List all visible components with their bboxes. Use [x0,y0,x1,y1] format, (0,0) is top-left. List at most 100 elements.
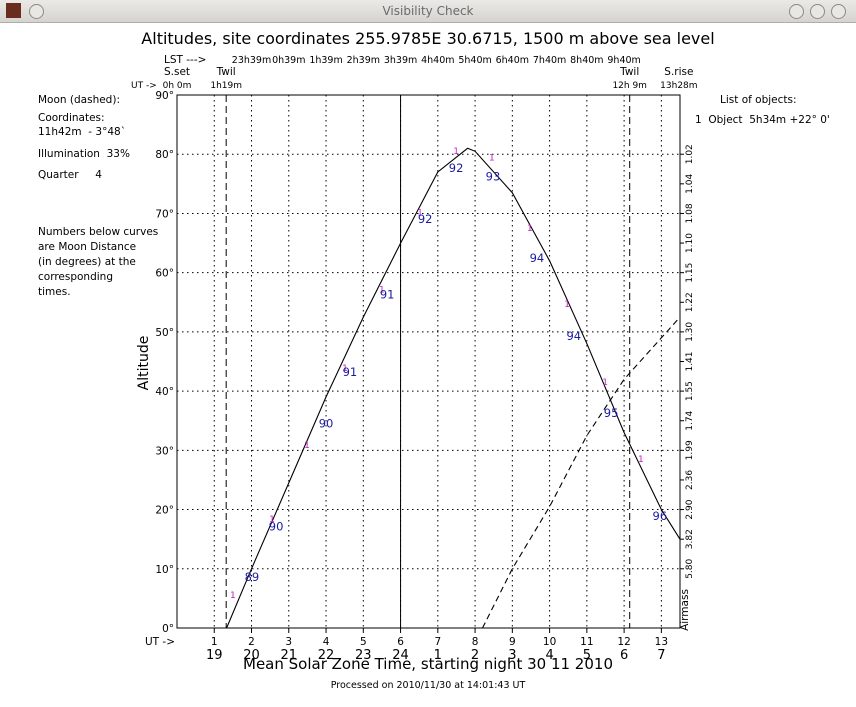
title-bar: Visibility Check [0,0,856,23]
objects-title: List of objects: [720,94,797,106]
altitude-curve [226,147,681,629]
y2-tick-label: 1.08 [685,203,695,223]
note-line: (in degrees) at the [38,256,136,268]
menu-button[interactable] [29,4,44,19]
app-icon [6,3,21,18]
local-time-label: 1 [434,648,442,663]
lst-label: 3h39m [384,55,417,66]
marker-name: Twil [619,66,639,78]
object-marker: 1 [269,515,275,525]
moon-info: 11h42m - 3°48` [38,126,126,138]
y-tick-label: 70° [155,208,174,220]
lst-prefix: LST ---> [164,54,206,66]
moon-distance: 94 [530,251,545,265]
y2-tick-label: 3.82 [685,529,695,549]
y-tick-label: 30° [155,445,174,457]
lst-label: 6h40m [496,55,529,66]
y2-tick-label: 2.90 [685,499,695,519]
object-marker: 1 [304,441,310,451]
object-marker: 1 [417,209,423,219]
marker-time: 1h19m [210,81,242,91]
note-line: Numbers below curves [38,226,158,238]
y-tick-label: 80° [155,149,174,161]
moon-info: Coordinates: [38,112,105,124]
y2-tick-label: 1.99 [685,440,695,460]
moon-distance: 95 [604,406,619,420]
moon-distance: 92 [418,212,433,226]
y2-tick-label: 1.15 [685,263,695,283]
y2-tick-label: 1.74 [685,410,695,430]
local-time-label: 3 [508,648,516,663]
moon-distance: 96 [653,509,668,523]
y-tick-label: 60° [155,268,174,280]
object-marker: 1 [230,591,236,601]
note-line: corresponding [38,271,113,283]
object-marker: 1 [527,224,533,234]
lst-label: 7h40m [533,55,566,66]
close-button[interactable] [831,4,846,19]
y2-tick-label: 1.02 [685,144,695,164]
object-marker: 1 [342,364,348,374]
lst-label: 8h40m [570,55,603,66]
local-time-label: 23 [355,648,372,663]
footer: Processed on 2010/11/30 at 14:01:43 UT [331,680,526,691]
y2-tick-label: 5.80 [685,558,695,578]
lst-label: 0h39m [272,55,305,66]
note-line: times. [38,286,71,298]
object-entry: 1 Object 5h34m +22° 0' [695,114,830,126]
x-tick-label: 4 [323,636,330,648]
x-tick-label: 11 [580,636,593,648]
moon-distance: 90 [269,520,284,534]
lst-label: 9h40m [607,55,640,66]
y-tick-label: 50° [155,327,174,339]
moon-distance: 91 [380,288,395,302]
moon-distance: 90 [319,417,334,431]
y-tick-label: 20° [155,505,174,517]
x-tick-label: 7 [434,636,441,648]
help-button[interactable] [789,4,804,19]
lst-label: 2h39m [347,55,380,66]
x-tick-label: 5 [360,636,367,648]
x-tick-label: 13 [655,636,668,648]
lst-label: 23h39m [232,55,271,66]
marker-name: S.rise [664,66,693,78]
object-marker: 1 [564,300,570,310]
object-marker: 1 [453,147,459,157]
chart: Altitudes, site coordinates 255.9785E 30… [38,29,830,691]
local-time-label: 19 [206,648,223,663]
moon-distance: 92 [449,161,464,175]
x-tick-label: 2 [248,636,255,648]
local-time-label: 22 [318,648,335,663]
y2-tick-label: 2.36 [685,470,695,490]
local-time-label: 21 [281,648,298,663]
object-marker: 1 [638,455,644,465]
moon-distance: 89 [245,570,260,584]
ut-prefix-bottom: UT -> [145,636,175,648]
marker-time: 0h 0m [163,81,192,91]
moon-distance: 94 [566,329,581,343]
moon-info: Quarter 4 [38,169,102,181]
y-tick-label: 10° [155,564,174,576]
object-marker: 1 [489,154,495,164]
moon-info: Illumination 33% [38,148,130,160]
x-axis-label: Mean Solar Zone Time, starting night 30 … [243,655,613,673]
x-tick-label: 6 [397,636,404,648]
marker-name: Twil [216,66,236,78]
local-time-label: 7 [657,648,665,663]
x-tick-label: 9 [509,636,516,648]
ut-prefix-top: UT -> [131,81,157,91]
altitude-curve [482,316,681,629]
y2-tick-label: 1.04 [685,174,695,194]
y2-axis-label: Airmass [679,589,691,631]
y2-tick-label: 1.22 [685,292,695,312]
x-tick-label: 12 [617,636,630,648]
y2-tick-label: 1.10 [685,233,695,253]
local-time-label: 20 [243,648,260,663]
y2-tick-label: 1.55 [685,381,695,401]
y-axis-label: Altitude [136,336,152,391]
local-time-label: 2 [471,648,479,663]
chart-title: Altitudes, site coordinates 255.9785E 30… [141,29,714,48]
y-tick-label: 40° [155,386,174,398]
minimize-button[interactable] [810,4,825,19]
lst-label: 5h40m [458,55,491,66]
